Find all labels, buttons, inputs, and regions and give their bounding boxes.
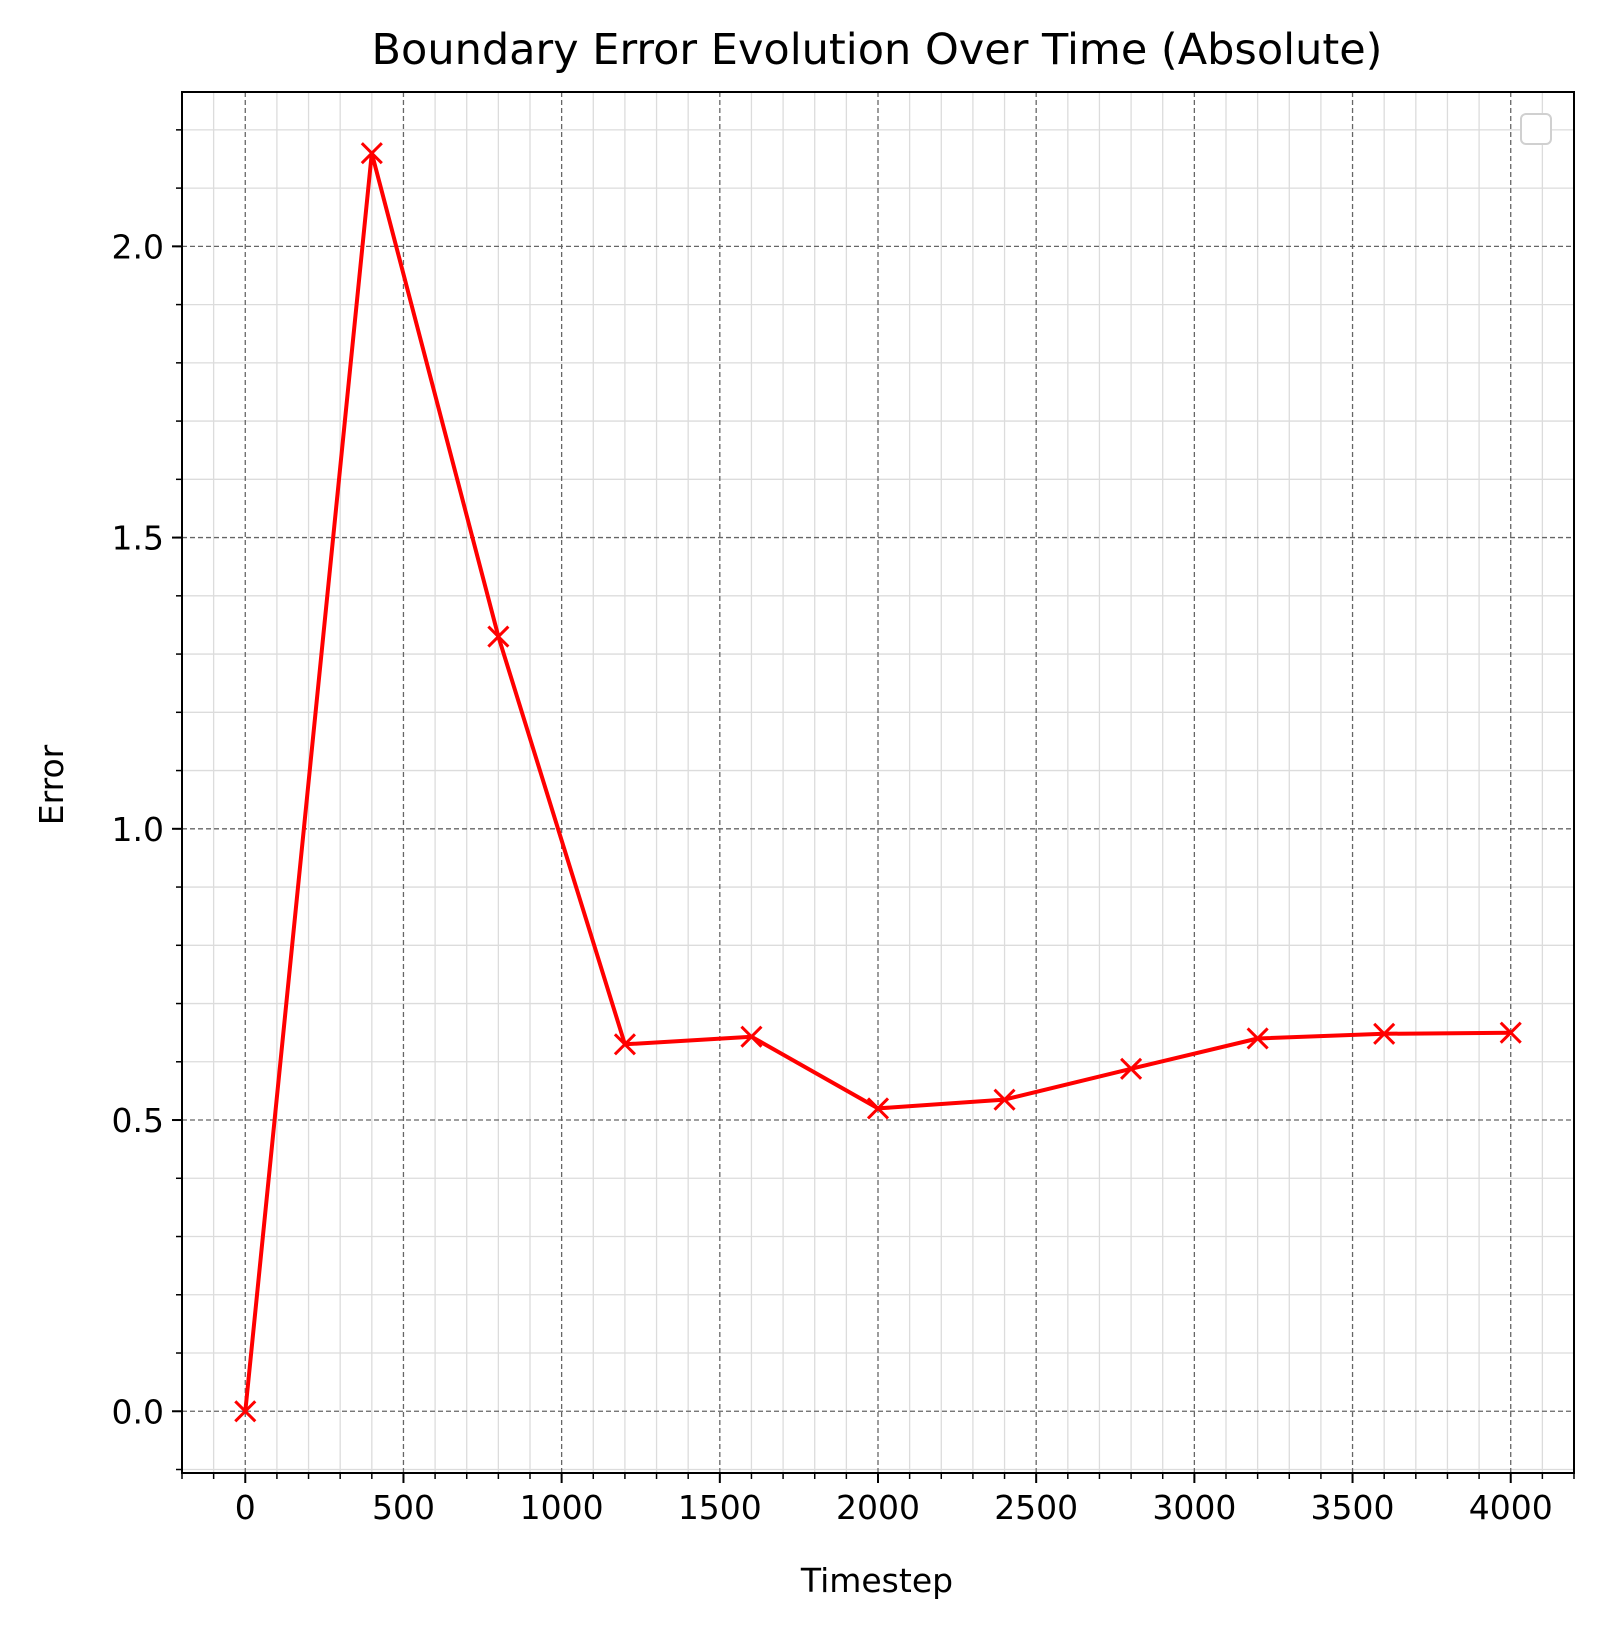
data-point-marker [487, 625, 510, 648]
major-gridlines [182, 92, 1574, 1473]
x-axis-label: Timestep [800, 1561, 953, 1600]
data-point-marker [1499, 1021, 1522, 1044]
data-point-marker [1246, 1027, 1269, 1050]
series-layer [234, 142, 1522, 1423]
axis-ticks [172, 129, 1575, 1483]
chart-title: Boundary Error Evolution Over Time (Abso… [372, 25, 1383, 75]
data-point-marker [360, 142, 383, 165]
data-point-marker [613, 1033, 636, 1056]
y-tick-label: 2.0 [112, 227, 164, 266]
plot-frame [181, 91, 1575, 1474]
minor-gridlines [181, 92, 1575, 1473]
data-point-marker [740, 1025, 763, 1048]
data-point-marker [866, 1097, 890, 1120]
y-tick-label: 1.0 [112, 810, 164, 849]
x-tick-label: 3500 [1311, 1488, 1395, 1527]
tick-labels: 0 500 1000 1500 2000 2500 3000 3500 4000 0.0 0.5 1.… [112, 227, 1553, 1527]
x-tick-label: 0 [235, 1488, 256, 1527]
x-tick-label: 2000 [836, 1488, 920, 1527]
x-tick-label: 1500 [678, 1488, 762, 1527]
data-point-marker [1373, 1022, 1396, 1045]
legend-box [1520, 113, 1552, 145]
data-point-marker [234, 1400, 257, 1423]
y-tick-label: 1.5 [112, 519, 164, 558]
y-tick-label: 0.5 [112, 1101, 164, 1140]
x-tick-label: 500 [372, 1488, 435, 1527]
x-tick-label: 2500 [994, 1488, 1078, 1527]
x-tick-label: 3000 [1152, 1488, 1236, 1527]
x-tick-label: 1000 [520, 1488, 604, 1527]
y-axis-label: Error [32, 744, 71, 825]
data-point-marker [993, 1088, 1016, 1111]
y-tick-label: 0.0 [112, 1392, 164, 1431]
x-tick-label: 4000 [1469, 1488, 1553, 1527]
data-point-marker [1120, 1057, 1143, 1080]
